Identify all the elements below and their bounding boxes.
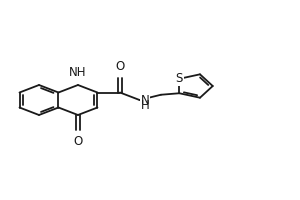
Text: O: O — [73, 135, 83, 148]
Text: O: O — [115, 60, 124, 73]
Text: S: S — [176, 72, 183, 85]
Text: H: H — [141, 99, 150, 112]
Text: NH: NH — [69, 66, 87, 79]
Text: N: N — [141, 94, 150, 106]
